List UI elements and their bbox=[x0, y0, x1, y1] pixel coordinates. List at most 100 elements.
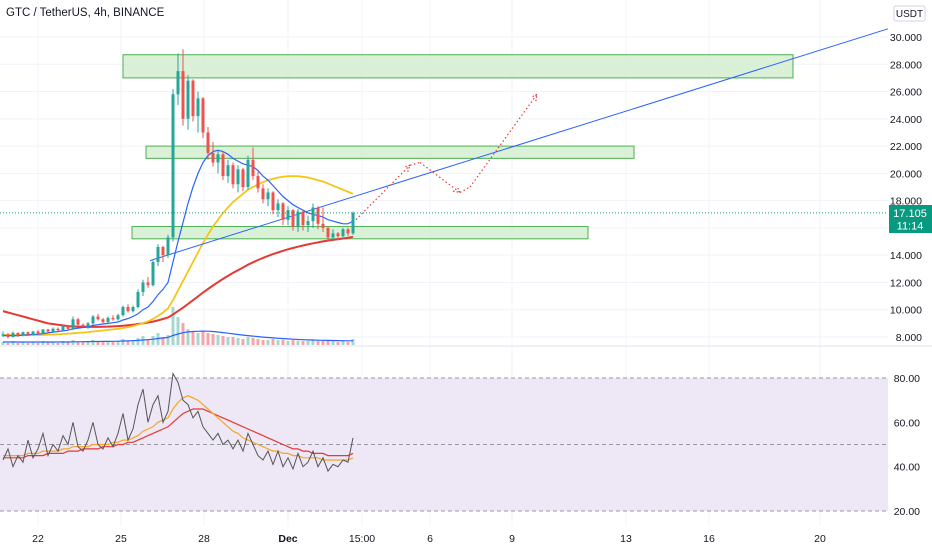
rsi-tick-label: 20.00 bbox=[894, 506, 920, 518]
candle-body bbox=[336, 233, 340, 237]
volume-bar bbox=[171, 307, 175, 345]
candle-body bbox=[236, 169, 240, 185]
volume-bar bbox=[206, 333, 210, 345]
candle-body bbox=[216, 154, 220, 163]
candle-body bbox=[206, 132, 210, 153]
candle-body bbox=[226, 165, 230, 177]
candle-body bbox=[291, 210, 295, 227]
candle-body bbox=[61, 326, 65, 331]
volume-bar bbox=[106, 341, 110, 345]
volume-bar bbox=[256, 339, 260, 345]
volume-bar bbox=[196, 333, 200, 345]
zone-2[interactable] bbox=[145, 145, 635, 159]
ma-slow-line bbox=[2, 235, 354, 328]
candle-body bbox=[251, 159, 255, 177]
volume-bar bbox=[121, 339, 125, 345]
candle-body bbox=[146, 282, 150, 286]
price-tick-label: 12.000 bbox=[890, 277, 922, 289]
candle-body bbox=[66, 326, 70, 329]
price-tick-label: 22.000 bbox=[890, 141, 922, 153]
time-tick-label: 20 bbox=[814, 533, 826, 545]
candle-body bbox=[316, 207, 320, 224]
volume-bar bbox=[91, 340, 95, 345]
candle-body bbox=[281, 203, 285, 220]
candle-body bbox=[91, 316, 95, 324]
candle-body bbox=[276, 203, 280, 211]
candle-body bbox=[136, 292, 140, 307]
volume-ma-line bbox=[3, 330, 353, 343]
volume-bar bbox=[321, 341, 325, 345]
volume-bar bbox=[86, 341, 90, 345]
zone-1[interactable] bbox=[122, 54, 794, 79]
candle-body bbox=[36, 331, 40, 334]
candle-body bbox=[231, 165, 235, 185]
volume-bar bbox=[296, 341, 300, 345]
time-tick-label: 16 bbox=[703, 533, 715, 545]
time-tick-label: Dec bbox=[278, 533, 297, 545]
volume-bar bbox=[21, 342, 25, 345]
volume-bar bbox=[101, 342, 105, 345]
volume-bar bbox=[26, 343, 30, 345]
candle-body bbox=[141, 282, 145, 292]
support-resistance-zones[interactable] bbox=[122, 54, 794, 240]
projection-segment bbox=[409, 161, 421, 166]
volume-bar bbox=[146, 339, 150, 345]
volume-bar bbox=[291, 340, 295, 345]
candle-body bbox=[171, 94, 175, 238]
volume-bar bbox=[271, 339, 275, 345]
chart-title: GTC / TetherUS, 4h, BINANCE bbox=[6, 7, 165, 19]
volume-bar bbox=[346, 342, 350, 345]
volume-bar bbox=[11, 341, 15, 345]
volume-bar bbox=[251, 338, 255, 345]
candle-body bbox=[286, 210, 290, 220]
candle-body bbox=[6, 334, 10, 337]
candle-body bbox=[1, 334, 5, 336]
candle-body bbox=[211, 152, 215, 163]
ma-mid-line bbox=[3, 175, 354, 336]
zone-3[interactable] bbox=[131, 226, 589, 240]
projection-segment bbox=[355, 164, 411, 221]
volume-bar bbox=[41, 341, 45, 345]
volume-bar bbox=[281, 340, 285, 345]
candle-body bbox=[296, 211, 300, 227]
time-tick-label: 9 bbox=[509, 533, 515, 545]
price-axis[interactable]: 30.000 28.000 26.000 24.000 22.000 20.000 18.0… bbox=[890, 32, 922, 344]
volume-bar bbox=[316, 341, 320, 345]
candle-body bbox=[46, 329, 50, 332]
volume-bar bbox=[241, 339, 245, 345]
time-axis[interactable]: 22 25 28 Dec 15:00 6 9 13 16 20 bbox=[32, 533, 826, 545]
volume-bar bbox=[1, 342, 5, 345]
volume-bar bbox=[46, 342, 50, 345]
trendline[interactable] bbox=[149, 28, 889, 262]
currency-button-frame[interactable] bbox=[893, 5, 926, 22]
candle-body bbox=[331, 233, 335, 238]
volume-bar bbox=[186, 329, 190, 345]
volume-bar bbox=[306, 341, 310, 345]
volume-bar bbox=[181, 323, 185, 345]
candle-body bbox=[16, 332, 20, 336]
candle-body bbox=[151, 262, 155, 286]
candle-body bbox=[241, 169, 245, 187]
currency-button[interactable]: USDT bbox=[893, 5, 926, 22]
candle-body bbox=[191, 80, 195, 117]
ma-fast-line bbox=[3, 149, 354, 337]
price-badge-countdown: 11:14 bbox=[897, 221, 924, 233]
volume-bar bbox=[76, 342, 80, 345]
candle-body bbox=[261, 188, 265, 200]
candle-body bbox=[221, 154, 225, 177]
volume-bar bbox=[71, 340, 75, 345]
volume-bar bbox=[66, 342, 70, 345]
volume-bar bbox=[276, 340, 280, 345]
projection-path[interactable] bbox=[355, 93, 538, 221]
projection-arrowhead bbox=[453, 185, 462, 194]
currency-label[interactable]: USDT bbox=[896, 9, 923, 20]
candle-body bbox=[86, 323, 90, 327]
volume-bar bbox=[326, 340, 330, 345]
price-tick-label: 28.000 bbox=[890, 59, 922, 71]
projection-segment bbox=[459, 186, 471, 193]
rsi-axis[interactable]: 80.00 60.00 40.00 20.00 bbox=[894, 373, 920, 518]
candle-body bbox=[56, 328, 60, 331]
volume-bar bbox=[151, 336, 155, 345]
volume-bar bbox=[116, 341, 120, 345]
